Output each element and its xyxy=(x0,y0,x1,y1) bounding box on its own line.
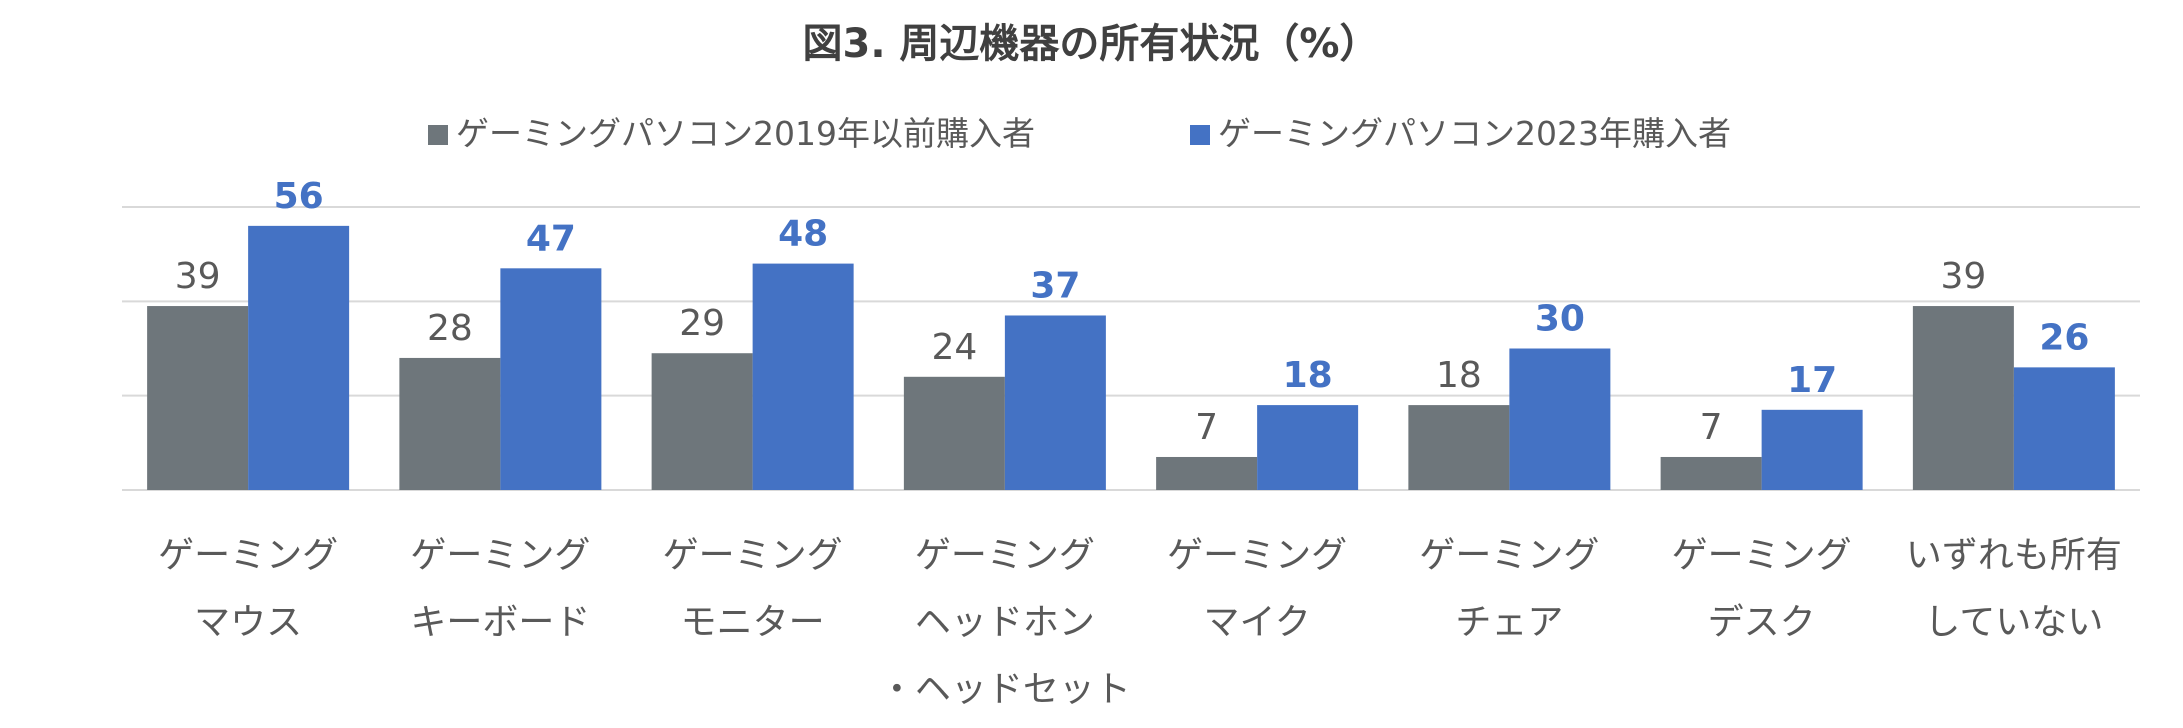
value-label-s1-c6: 17 xyxy=(1787,360,1837,401)
value-label-s1-c3: 37 xyxy=(1030,265,1080,306)
value-label-s0-c2: 29 xyxy=(679,303,725,344)
category-label-c5-l0: ゲーミング xyxy=(1419,535,1599,576)
bar-s1-c3 xyxy=(1004,315,1106,490)
category-label-c1-l0: ゲーミング xyxy=(410,535,590,576)
category-label-c7-l0: いずれも所有 xyxy=(1906,535,2122,576)
category-label-c1-l1: キーボード xyxy=(410,602,590,643)
category-label-c3-l0: ゲーミング xyxy=(915,535,1095,576)
value-label-s1-c5: 30 xyxy=(1535,299,1585,340)
bar-s1-c1 xyxy=(500,268,602,490)
category-label-c4-l1: マイク xyxy=(1203,602,1310,643)
category-label-c2-l0: ゲーミング xyxy=(663,535,843,576)
bar-s0-c1 xyxy=(399,357,501,490)
category-label-c4-l0: ゲーミング xyxy=(1167,535,1347,576)
category-label-c2-l1: モニター xyxy=(681,602,825,643)
bar-s0-c5 xyxy=(1408,405,1510,490)
legend-label-2019: ゲーミングパソコン2019年以前購入者 xyxy=(456,114,1035,153)
bar-s1-c7 xyxy=(2013,367,2115,490)
bar-s0-c3 xyxy=(903,376,1005,490)
bar-s1-c0 xyxy=(248,225,350,490)
bar-s1-c5 xyxy=(1509,348,1611,490)
bar-s1-c4 xyxy=(1257,405,1359,490)
bar-s0-c7 xyxy=(1912,306,2014,490)
value-label-s1-c2: 48 xyxy=(778,214,828,255)
category-label-c7-l1: していない xyxy=(1924,602,2103,643)
category-label-c5-l1: チェア xyxy=(1455,602,1563,643)
value-label-s0-c0: 39 xyxy=(175,256,221,297)
value-label-s0-c5: 18 xyxy=(1436,355,1482,396)
value-label-s0-c1: 28 xyxy=(427,308,473,349)
category-label-c3-l1: ヘッドホン xyxy=(915,602,1095,643)
category-label-c6-l0: ゲーミング xyxy=(1672,535,1852,576)
legend-swatch-2023 xyxy=(1190,125,1210,145)
legend: ゲーミングパソコン2019年以前購入者 ゲーミングパソコン2023年購入者 xyxy=(428,114,1731,153)
chart-title: 図3. 周辺機器の所有状況（%） xyxy=(802,21,1379,67)
value-labels: 39 56 28 47 29 48 24 37 7 18 18 30 7 17 39 26 xyxy=(175,176,2090,448)
value-label-s1-c4: 18 xyxy=(1283,355,1333,396)
bars xyxy=(147,225,2115,490)
category-label-c0-l1: マウス xyxy=(194,602,302,643)
category-label-c3-l2: ・ヘッドセット xyxy=(879,669,1131,710)
value-label-s1-c0: 56 xyxy=(274,176,324,217)
value-label-s0-c6: 7 xyxy=(1700,407,1723,448)
category-label-c0-l0: ゲーミング xyxy=(158,535,338,576)
bar-s1-c2 xyxy=(752,263,854,490)
value-label-s0-c7: 39 xyxy=(1940,256,1986,297)
bar-s0-c0 xyxy=(147,306,249,490)
value-label-s0-c3: 24 xyxy=(931,327,977,368)
legend-swatch-2019 xyxy=(428,125,448,145)
category-label-c6-l1: デスク xyxy=(1708,602,1816,643)
value-label-s1-c7: 26 xyxy=(2039,317,2089,358)
value-label-s0-c4: 7 xyxy=(1195,407,1218,448)
bar-s0-c4 xyxy=(1156,456,1258,490)
bar-s0-c2 xyxy=(651,353,753,490)
bar-s1-c6 xyxy=(1761,409,1863,490)
legend-label-2023: ゲーミングパソコン2023年購入者 xyxy=(1218,114,1731,153)
bar-s0-c6 xyxy=(1660,456,1762,490)
value-label-s1-c1: 47 xyxy=(526,218,576,259)
